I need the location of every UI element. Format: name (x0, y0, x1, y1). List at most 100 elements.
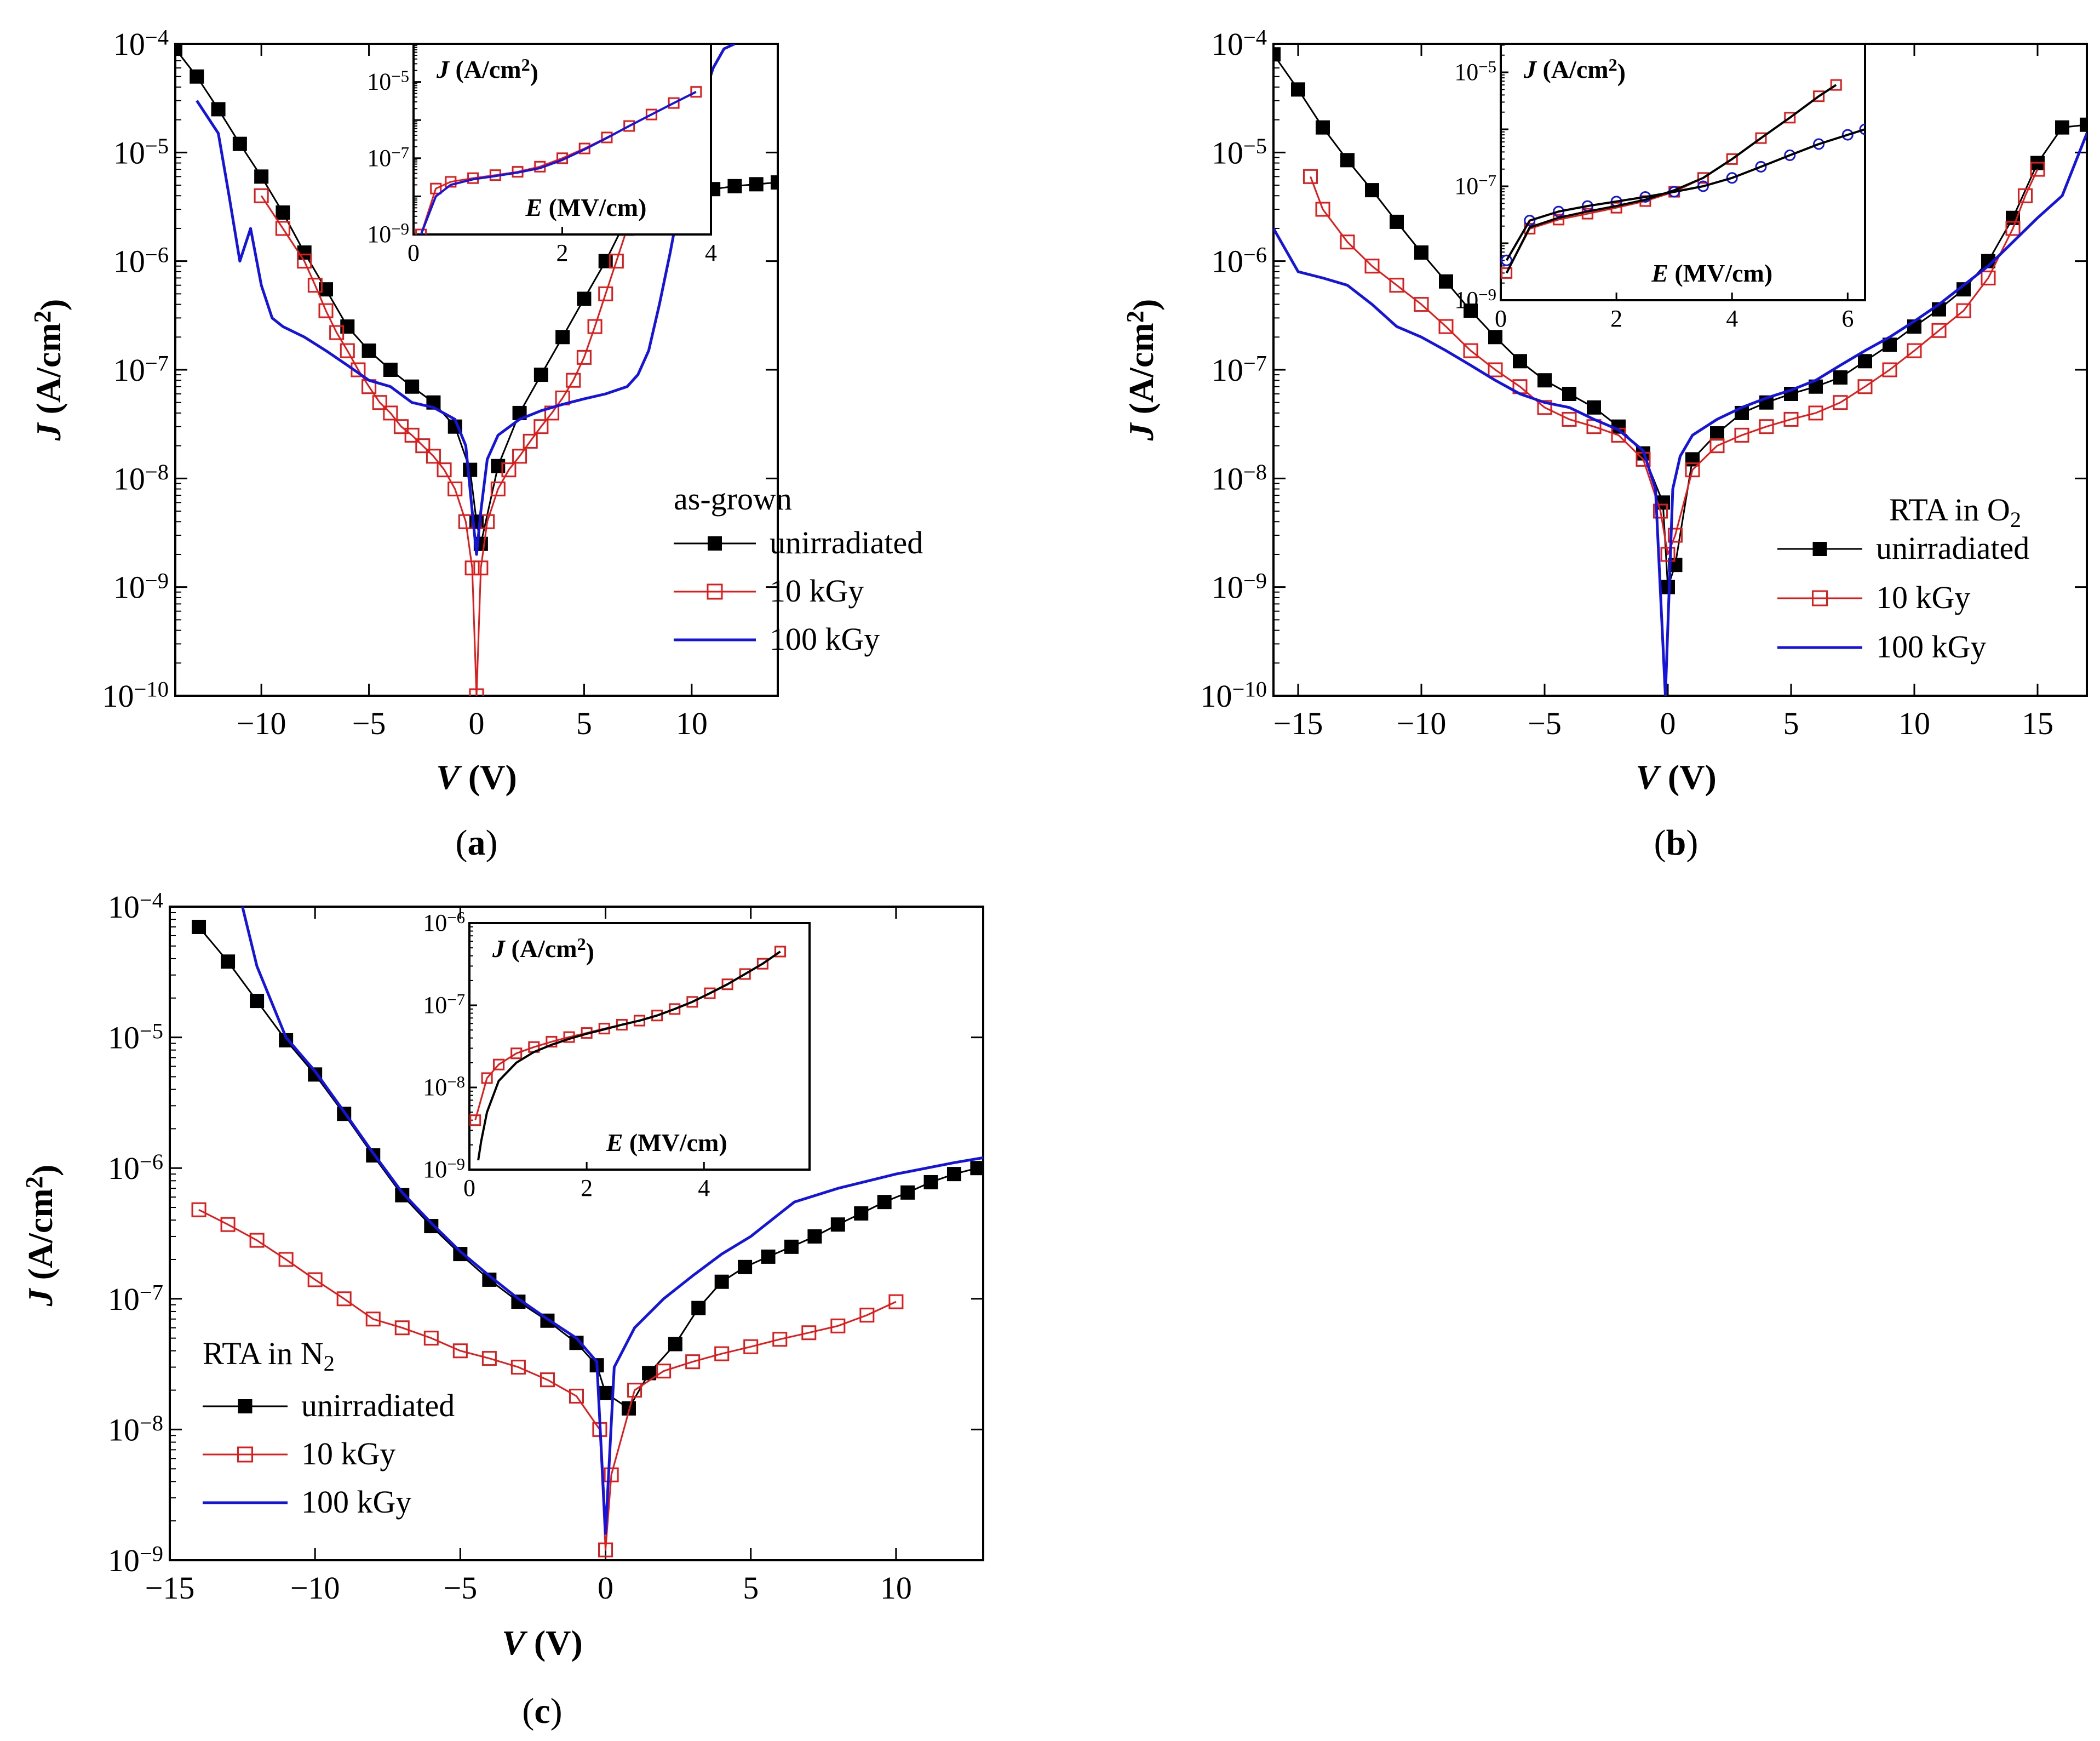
data-point (772, 1332, 788, 1347)
data-point (598, 286, 613, 301)
inset-x-label: E (MV/cm) (606, 1129, 727, 1156)
data-point (743, 1339, 759, 1354)
plot-frame (169, 906, 984, 1561)
data-point (2055, 120, 2069, 135)
data-point (714, 1274, 729, 1289)
label-symbol: E (606, 1129, 623, 1156)
y-tick-label: 10−4 (1212, 25, 1267, 62)
data-point (405, 379, 420, 394)
inset-y-label: J (A/cm2) (492, 934, 594, 965)
series-100-kgy (1273, 133, 2087, 696)
data-point (1316, 120, 1330, 135)
y-tick-label-exp: −5 (391, 67, 409, 86)
data-point (714, 1346, 730, 1361)
legend-title-sub: 2 (324, 1351, 335, 1376)
data-point (651, 1010, 663, 1022)
label-unit: (A/cm (1122, 323, 1161, 423)
y-tick-label: 10−9 (113, 568, 169, 605)
x-tick-label: −5 (352, 706, 386, 741)
data-point (634, 1015, 645, 1027)
y-tick-label-base: 10 (1212, 244, 1243, 279)
data-point (533, 368, 548, 382)
y-tick-label-base: 10 (1212, 570, 1243, 605)
data-point (307, 1272, 323, 1287)
data-point (232, 136, 247, 151)
data-point (1488, 330, 1502, 345)
data-point (2018, 188, 2033, 203)
x-tick-label: −5 (1528, 706, 1562, 741)
data-point (523, 433, 538, 449)
y-tick-label: 10−5 (1212, 134, 1267, 170)
data-point (727, 179, 742, 193)
data-point (2030, 162, 2045, 177)
data-point (656, 1364, 672, 1379)
y-tick-label: 10−9 (1212, 568, 1267, 605)
y-tick-label-base: 10 (108, 1543, 140, 1578)
inset-frame (1500, 43, 1866, 301)
data-point (445, 176, 457, 188)
series-100-kgy (241, 907, 983, 1535)
x-tick-label: 10 (1898, 706, 1930, 741)
data-point (1784, 112, 1796, 124)
series-unirradiated (1273, 47, 2087, 594)
data-point (1537, 373, 1552, 388)
data-point (297, 254, 312, 269)
x-tick-label: 0 (463, 1175, 475, 1201)
data-point (900, 1185, 915, 1200)
legend-marker (707, 583, 723, 600)
data-point (481, 1072, 493, 1084)
x-tick-label: 0 (598, 1570, 613, 1606)
legend-entry: 10 kGy (674, 573, 864, 609)
data-point (1813, 90, 1825, 102)
data-point (1931, 323, 1947, 338)
inset: 0 2 4 610−910−710−5 J (A/cm2)E (MV/cm) (1454, 43, 1866, 332)
y-axis-label: J (A/cm2) (1121, 299, 1165, 442)
data-point (481, 1351, 497, 1366)
x-tick-label: 4 (698, 1175, 710, 1201)
legend-marker (708, 536, 722, 551)
inset-y-label: J (A/cm2) (436, 55, 538, 86)
data-point (1784, 149, 1796, 161)
data-point (807, 1229, 822, 1244)
data-point (1562, 387, 1576, 401)
legend-title: RTA in N2 (203, 1336, 335, 1376)
data-point (685, 1354, 701, 1370)
data-point (970, 1161, 983, 1176)
y-tick-label-base: 10 (423, 909, 447, 936)
series-fit (477, 950, 781, 1161)
y-tick-label-exp: −9 (447, 1155, 465, 1173)
data-point (1726, 172, 1738, 184)
data-point (749, 177, 764, 192)
y-tick-label-base: 10 (1212, 352, 1243, 388)
data-point (616, 1018, 628, 1030)
x-tick-label: 15 (2022, 706, 2053, 741)
label-unit: (V) (460, 758, 517, 797)
y-tick-label: 10−4 (108, 888, 163, 925)
series-fit (1505, 84, 1837, 274)
y-tick-label-base: 10 (1454, 287, 1478, 313)
label-symbol: J (1523, 55, 1537, 83)
caption-paren: ( (456, 823, 468, 863)
data-point (1808, 405, 1823, 421)
data-point (738, 1259, 753, 1274)
data-point (830, 1217, 845, 1232)
y-tick-label: 10−7 (423, 990, 465, 1018)
data-point (830, 1318, 846, 1333)
y-tick-label-base: 10 (367, 68, 391, 95)
y-tick-label-base: 10 (108, 889, 140, 925)
legend-label: 10 kGy (301, 1436, 395, 1471)
data-point (1907, 343, 1922, 358)
data-point (533, 419, 549, 434)
y-tick-label-exp: −8 (140, 1411, 163, 1435)
data-point (493, 1058, 505, 1070)
legend-entry: unirradiated (203, 1388, 455, 1423)
label-symbol: V (502, 1623, 528, 1662)
label-unit-script: 2 (28, 311, 56, 323)
data-point (627, 1383, 642, 1398)
data-point (430, 182, 442, 194)
label-unit: (V) (525, 1623, 583, 1662)
data-point (1439, 274, 1453, 289)
series-fit (1505, 128, 1865, 261)
label-symbol: J (492, 935, 506, 963)
y-tick-label-exp: −9 (1243, 568, 1267, 593)
